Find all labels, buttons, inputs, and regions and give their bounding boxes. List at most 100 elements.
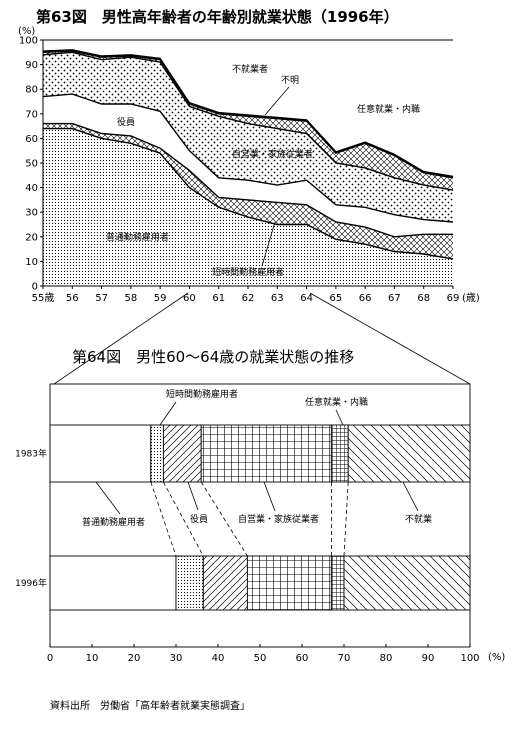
top-chart-title: 第63図 男性高年齢者の年齢別就業状態（1996年）: [36, 8, 399, 26]
top-x-tick-label: 56: [66, 293, 79, 304]
leader-tanjikan: [261, 221, 276, 267]
connector-left: [53, 292, 189, 385]
leader-fushugyo-bar: [402, 481, 419, 512]
bar-segment-0-5: [347, 424, 471, 483]
top-y-tick-label: 50: [25, 159, 38, 170]
top-x-tick-label: 67: [388, 293, 401, 304]
top-x-tick-label: 55歳: [32, 292, 55, 304]
bottom-x-tick-label: 10: [86, 653, 99, 664]
bottom-axes: 0 10 20 30 40 50 60 70 80 90 100: [47, 644, 480, 664]
bar-segment-1-0: [49, 555, 177, 611]
bottom-x-tick-label: 50: [254, 653, 267, 664]
bottom-x-unit: (%): [488, 652, 505, 663]
bar-category-label: 1983年: [15, 448, 47, 460]
bottom-x-tick-label: 90: [422, 653, 435, 664]
boundary-line-4: [42, 50, 454, 179]
bar-segment-0-3: [200, 424, 332, 483]
top-y-tick-label: 0: [32, 282, 38, 293]
area-series-0: [43, 128, 453, 286]
top-x-tick-label: 69: [447, 293, 460, 304]
bar-category-label: 1996年: [15, 577, 47, 589]
top-area-layers: [43, 40, 453, 286]
label-futsuu: 普通勤務雇用者: [106, 231, 169, 243]
leader-yakuin-bar: [187, 481, 199, 511]
bar-connector-dashed: [343, 481, 349, 557]
top-y-tick-label: 30: [25, 208, 38, 219]
bottom-x-tick-label: 0: [47, 653, 53, 664]
label-jiei-bar: 自営業・家族従業者: [238, 513, 319, 525]
top-y-tick-label: 20: [25, 232, 38, 243]
label-tanjikan: 短時間勤務雇用者: [212, 266, 284, 278]
top-y-tick-label: 40: [25, 183, 38, 194]
bar-segment-1-1: [175, 555, 204, 611]
area-series-4: [43, 51, 453, 191]
boundary-line-1: [43, 122, 453, 238]
bar-connector-dashed: [150, 481, 177, 557]
top-x-tick-label: 64: [300, 293, 313, 304]
top-x-tick-label: 62: [242, 293, 255, 304]
bottom-x-tick-label: 30: [170, 653, 183, 664]
label-yakuin-bar: 役員: [190, 513, 208, 525]
bottom-x-tick-label: 20: [128, 653, 141, 664]
top-y-unit: (%): [18, 26, 35, 37]
area-series-3: [43, 52, 453, 222]
label-jiei: 自営業・家族従業者: [232, 148, 313, 160]
bottom-x-tick-label: 80: [380, 653, 393, 664]
label-futsuu-bar: 普通勤務雇用者: [82, 516, 145, 528]
top-x-tick-label: 58: [124, 293, 137, 304]
leader-fumei: [264, 86, 290, 116]
top-x-tick-label: 66: [359, 293, 372, 304]
bottom-annotations: 短時間勤務雇用者 任意就業・内職 普通勤務雇用者 役員 自営業・家族従業者 不就…: [82, 388, 432, 528]
boundary-line-2: [42, 93, 454, 223]
leader-nini-bar: [335, 409, 344, 426]
bottom-x-tick-label: 70: [338, 653, 351, 664]
bottom-x-tick-label: 60: [296, 653, 309, 664]
label-fumei: 不明: [281, 75, 299, 86]
bar-segment-0-1: [150, 424, 164, 483]
top-x-tick-label: 65: [329, 293, 342, 304]
boundary-line-3: [42, 51, 454, 191]
top-y-tick-label: 60: [25, 134, 38, 145]
top-x-tick-label: 60: [183, 293, 196, 304]
bar-connector-dashed: [163, 481, 204, 557]
leader-tanjikan-bar: [159, 401, 177, 426]
bar-segment-1-4: [330, 555, 345, 611]
area-series-6: [43, 40, 453, 177]
leader-futsuu-bar: [95, 481, 121, 515]
bottom-x-tick-label: 100: [460, 653, 479, 664]
bottom-chart-title: 第64図 男性60～64歳の就業状態の推移: [72, 348, 354, 366]
label-fushugyosha: 不就業者: [232, 63, 268, 75]
boundary-line-5: [42, 49, 454, 178]
top-y-tick-label: 70: [25, 109, 38, 120]
label-nini-bar: 任意就業・内職: [305, 396, 368, 408]
boundary-line-0: [43, 127, 454, 260]
top-axes: 0 10 20 30 40 50 60 70 80 90 100 55歳 56 57 58 59 60 61 62 6…: [19, 36, 459, 305]
bar-segment-1-3: [246, 555, 332, 611]
leader-jiei-bar: [263, 481, 276, 512]
top-x-tick-label: 61: [212, 293, 225, 304]
label-yakuin: 役員: [117, 116, 135, 128]
top-x-tick-label: 63: [271, 293, 284, 304]
top-y-tick-label: 10: [25, 257, 38, 268]
top-annotations: 不就業者 不明 任意就業・内職 役員 自営業・家族従業者 普通勤務雇用者 短時間…: [106, 63, 420, 278]
bar-segment-0-0: [49, 424, 152, 483]
top-x-tick-label: 57: [95, 293, 108, 304]
top-y-tick-label: 100: [19, 36, 38, 47]
label-nini: 任意就業・内職: [357, 103, 420, 115]
area-series-2: [43, 94, 453, 237]
bottom-bars: 1983年 1996年: [15, 424, 471, 611]
top-y-tick-label: 90: [25, 60, 38, 71]
source-note: 資料出所 労働省「高年齢者就業実態調査」: [50, 699, 250, 712]
bottom-x-tick-label: 40: [212, 653, 225, 664]
top-x-tick-label: 68: [417, 293, 430, 304]
bar-segment-1-2: [202, 555, 248, 611]
top-y-tick-label: 80: [25, 85, 38, 96]
label-tanjikan-bar: 短時間勤務雇用者: [166, 388, 238, 400]
bar-segment-0-2: [162, 424, 202, 483]
label-fushugyo-bar: 不就業: [405, 513, 432, 525]
connector-right: [309, 292, 471, 385]
bar-segment-1-5: [343, 555, 471, 611]
bar-connector-dashed: [200, 481, 248, 557]
bar-segment-0-4: [330, 424, 349, 483]
